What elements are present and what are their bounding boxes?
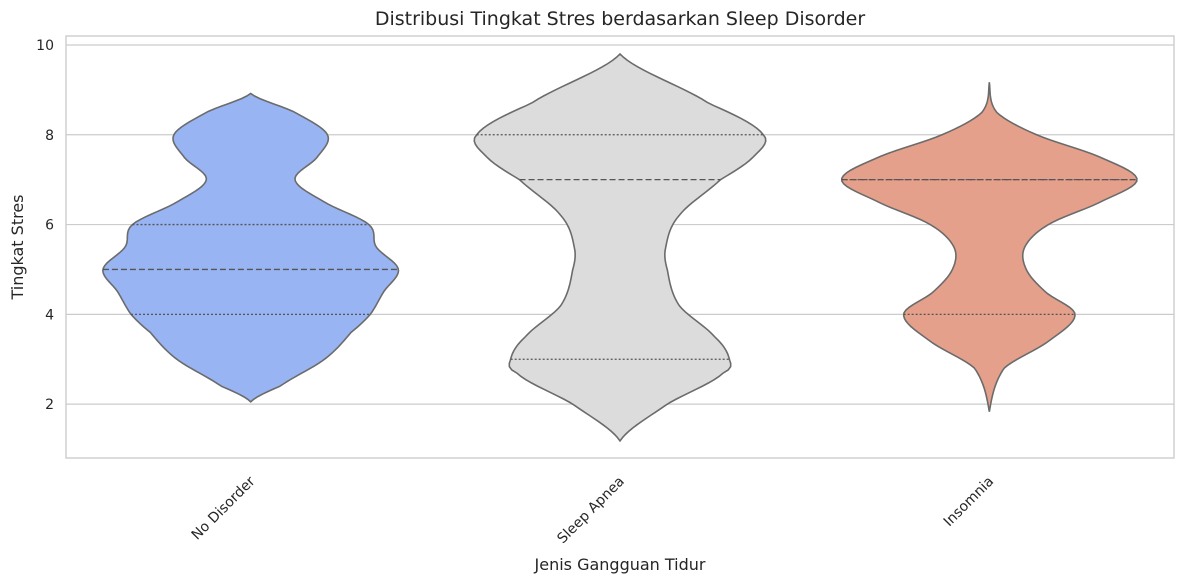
y-tick-label: 10: [36, 38, 54, 54]
y-tick-label: 8: [45, 128, 54, 144]
y-tick-label: 2: [45, 397, 54, 413]
violin-body: [840, 82, 1138, 412]
x-axis-ticks: No Disorder Sleep Apnea Insomnia: [189, 473, 998, 547]
violins: [102, 52, 1138, 443]
plot-frame: [65, 35, 1175, 459]
x-tick-label: Insomnia: [941, 474, 997, 530]
x-tick-label: Sleep Apnea: [554, 474, 627, 547]
x-tick-label: No Disorder: [189, 473, 259, 543]
x-axis-label: Jenis Gangguan Tidur: [534, 555, 706, 574]
y-axis-label: Tingkat Stres: [8, 194, 27, 300]
violin-body: [473, 52, 767, 443]
y-tick-label: 6: [45, 218, 54, 234]
violin-body: [102, 92, 400, 403]
chart-title: Distribusi Tingkat Stres berdasarkan Sle…: [375, 8, 866, 30]
y-axis-ticks: 2 4 6 8 10: [36, 38, 54, 413]
y-tick-label: 4: [45, 307, 54, 323]
